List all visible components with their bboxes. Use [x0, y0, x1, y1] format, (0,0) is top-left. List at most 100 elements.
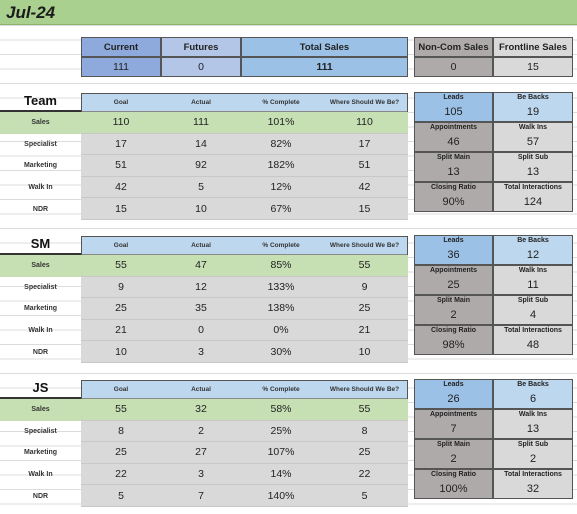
cell-actual[interactable]: 14 — [161, 133, 241, 156]
stat-value-bebacks[interactable]: 6 — [529, 393, 537, 405]
cell-actual[interactable]: 27 — [161, 442, 241, 464]
cell-actual[interactable]: 0 — [161, 319, 241, 342]
cell-pct[interactable]: 12% — [241, 176, 321, 199]
cell-actual[interactable]: 5 — [161, 176, 241, 199]
cell-where[interactable]: 25 — [321, 298, 408, 320]
cell-actual[interactable]: 3 — [161, 463, 241, 486]
stat-value-walkins[interactable]: 11 — [527, 279, 539, 291]
cell-pct[interactable]: 58% — [241, 399, 321, 421]
cell-goal[interactable]: 25 — [81, 298, 161, 320]
noncom-header[interactable]: Non-Com Sales — [414, 37, 493, 57]
cell-goal[interactable]: 55 — [81, 255, 161, 277]
cell-where[interactable]: 15 — [321, 198, 408, 220]
frontline-header[interactable]: Frontline Sales — [493, 37, 573, 57]
cell-where[interactable]: 17 — [321, 133, 408, 156]
cell-goal[interactable]: 8 — [81, 420, 161, 443]
stat-value-leads[interactable]: 26 — [447, 393, 460, 405]
cell-actual[interactable]: 12 — [161, 276, 241, 299]
current-value[interactable]: 111 — [81, 57, 161, 77]
cell-goal[interactable]: 25 — [81, 442, 161, 464]
cell-goal[interactable]: 5 — [81, 485, 161, 507]
cell-actual[interactable]: 111 — [161, 112, 241, 134]
futures-value[interactable]: 0 — [161, 57, 241, 77]
cell-goal[interactable]: 15 — [81, 198, 161, 220]
stat-value-closing[interactable]: 100% — [439, 483, 468, 495]
stat-box-bebacks — [493, 235, 573, 265]
cell-pct[interactable]: 82% — [241, 133, 321, 156]
noncom-value[interactable]: 0 — [414, 57, 493, 77]
cell-where[interactable]: 25 — [321, 442, 408, 464]
cell-actual[interactable]: 7 — [161, 485, 241, 507]
stat-value-splitmain[interactable]: 2 — [450, 309, 457, 321]
stat-value-splitsub[interactable]: 4 — [529, 309, 537, 321]
stat-value-appointments[interactable]: 25 — [447, 279, 460, 291]
cell-goal[interactable]: 10 — [81, 341, 161, 363]
stat-value-splitsub[interactable]: 13 — [526, 166, 540, 178]
stat-value-bebacks[interactable]: 19 — [526, 106, 540, 118]
cell-where[interactable]: 21 — [321, 319, 408, 342]
cell-pct[interactable]: 0% — [241, 319, 321, 342]
cell-pct[interactable]: 140% — [241, 485, 321, 507]
current-header[interactable]: Current — [81, 37, 161, 57]
cell-pct[interactable]: 182% — [241, 155, 321, 177]
cell-actual[interactable]: 10 — [161, 198, 241, 220]
stat-value-leads[interactable]: 105 — [444, 106, 463, 118]
cell-goal[interactable]: 51 — [81, 155, 161, 177]
cell-where[interactable]: 10 — [321, 341, 408, 363]
cell-pct[interactable]: 101% — [241, 112, 321, 134]
cell-goal[interactable]: 21 — [81, 319, 161, 342]
cell-where[interactable]: 9 — [321, 276, 408, 299]
stat-value-leads[interactable]: 36 — [447, 249, 460, 261]
total-sales-value[interactable]: 111 — [241, 57, 408, 77]
cell-pct[interactable]: 133% — [241, 276, 321, 299]
cell-goal[interactable]: 55 — [81, 399, 161, 421]
stat-box-closing — [414, 325, 493, 355]
cell-pct[interactable]: 14% — [241, 463, 321, 486]
total-sales-header[interactable]: Total Sales — [241, 37, 408, 57]
stat-value-splitmain[interactable]: 2 — [450, 453, 457, 465]
cell-goal[interactable]: 9 — [81, 276, 161, 299]
cell-goal[interactable]: 110 — [81, 112, 161, 134]
cell-actual[interactable]: 3 — [161, 341, 241, 363]
stat-value-interactions[interactable]: 48 — [526, 339, 540, 351]
stat-value-walkins[interactable]: 57 — [526, 136, 540, 148]
cell-actual[interactable]: 2 — [161, 420, 241, 443]
cell-actual[interactable]: 47 — [161, 255, 241, 277]
stat-value-interactions[interactable]: 124 — [523, 196, 543, 208]
stat-value-splitsub[interactable]: 2 — [529, 453, 537, 465]
cell-pct[interactable]: 67% — [241, 198, 321, 220]
cell-where[interactable]: 22 — [321, 463, 408, 486]
cell-goal[interactable]: 22 — [81, 463, 161, 486]
cell-pct[interactable]: 85% — [241, 255, 321, 277]
cell-where[interactable]: 5 — [321, 485, 408, 507]
cell-actual[interactable]: 35 — [161, 298, 241, 320]
cell-where[interactable]: 8 — [321, 420, 408, 443]
cell-where[interactable]: 55 — [321, 255, 408, 277]
stat-value-closing[interactable]: 90% — [442, 196, 465, 208]
stat-value-bebacks[interactable]: 12 — [526, 249, 540, 261]
cell-goal[interactable]: 17 — [81, 133, 161, 156]
cell-actual[interactable]: 32 — [161, 399, 241, 421]
stat-box-interactions — [493, 469, 573, 499]
cell-where[interactable]: 51 — [321, 155, 408, 177]
futures-header[interactable]: Futures — [161, 37, 241, 57]
cell-pct[interactable]: 30% — [241, 341, 321, 363]
stat-value-appointments[interactable]: 7 — [450, 423, 457, 435]
stat-value-splitmain[interactable]: 13 — [447, 166, 460, 178]
cell-pct[interactable]: 107% — [241, 442, 321, 464]
stat-value-interactions[interactable]: 32 — [526, 483, 540, 495]
cell-pct[interactable]: 138% — [241, 298, 321, 320]
cell-where[interactable]: 42 — [321, 176, 408, 199]
cell-where[interactable]: 110 — [321, 112, 408, 134]
stat-value-walkins[interactable]: 13 — [526, 423, 540, 435]
stat-value-appointments[interactable]: 46 — [447, 136, 460, 148]
row-label-sales: Sales — [0, 255, 81, 277]
cell-actual[interactable]: 92 — [161, 155, 241, 177]
frontline-value[interactable]: 15 — [493, 57, 573, 77]
cell-pct[interactable]: 25% — [241, 420, 321, 443]
stat-box-appointments — [414, 409, 493, 439]
cell-where[interactable]: 55 — [321, 399, 408, 421]
stat-label-splitmain: Split Main — [436, 154, 471, 161]
stat-value-closing[interactable]: 98% — [442, 339, 465, 351]
cell-goal[interactable]: 42 — [81, 176, 161, 199]
